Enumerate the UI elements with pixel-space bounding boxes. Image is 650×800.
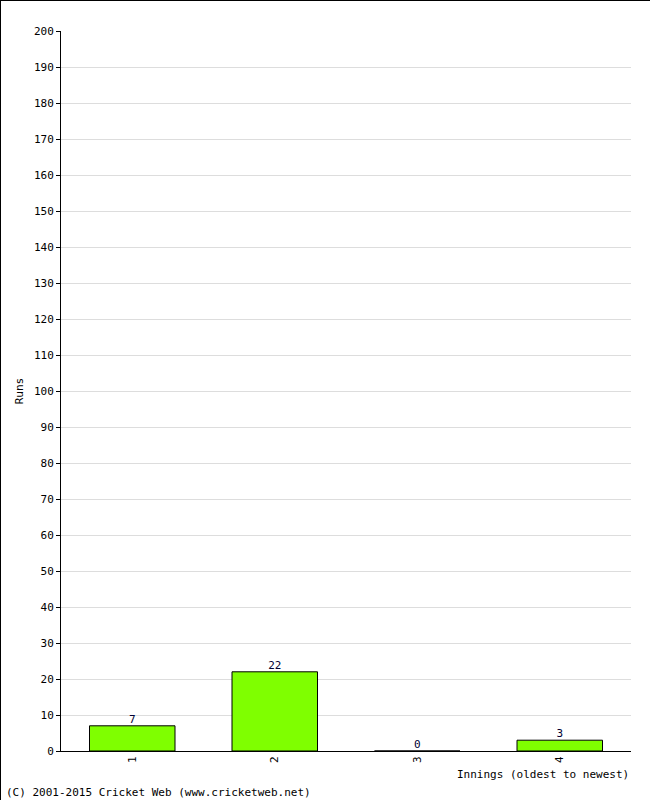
svg-text:80: 80 (41, 457, 54, 470)
svg-text:50: 50 (41, 565, 54, 578)
svg-text:150: 150 (34, 205, 54, 218)
svg-text:0: 0 (414, 738, 421, 751)
svg-text:3: 3 (411, 756, 424, 763)
svg-text:(C) 2001-2015 Cricket Web (www: (C) 2001-2015 Cricket Web (www.cricketwe… (6, 786, 311, 799)
svg-text:120: 120 (34, 313, 54, 326)
svg-text:0: 0 (47, 745, 54, 758)
svg-text:7: 7 (129, 713, 136, 726)
svg-text:190: 190 (34, 61, 54, 74)
svg-text:2: 2 (268, 756, 281, 763)
svg-text:100: 100 (34, 385, 54, 398)
svg-text:110: 110 (34, 349, 54, 362)
svg-text:140: 140 (34, 241, 54, 254)
svg-text:90: 90 (41, 421, 54, 434)
svg-text:200: 200 (34, 25, 54, 38)
svg-text:3: 3 (556, 727, 563, 740)
svg-text:160: 160 (34, 169, 54, 182)
svg-text:130: 130 (34, 277, 54, 290)
svg-text:Innings (oldest to newest): Innings (oldest to newest) (457, 768, 629, 781)
svg-text:4: 4 (553, 756, 566, 763)
svg-text:20: 20 (41, 673, 54, 686)
svg-text:Runs: Runs (13, 378, 26, 405)
svg-text:30: 30 (41, 637, 54, 650)
svg-text:1: 1 (126, 756, 139, 763)
svg-text:22: 22 (268, 659, 281, 672)
svg-text:40: 40 (41, 601, 54, 614)
svg-text:170: 170 (34, 133, 54, 146)
svg-text:60: 60 (41, 529, 54, 542)
svg-text:10: 10 (41, 709, 54, 722)
svg-text:70: 70 (41, 493, 54, 506)
svg-text:180: 180 (34, 97, 54, 110)
